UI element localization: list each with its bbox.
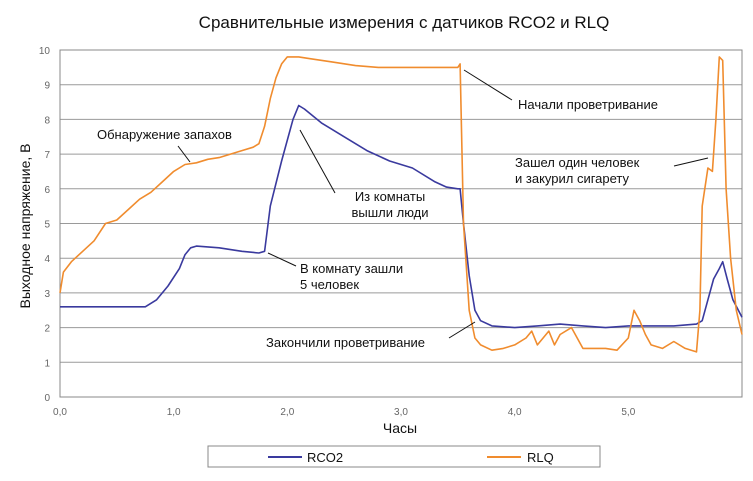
x-tick-labels: 0,0 1,0 2,0 3,0 4,0 5,0	[53, 407, 636, 418]
y-tick-label: 4	[44, 254, 50, 265]
y-tick-label: 6	[44, 185, 50, 196]
series-line-rco2	[60, 104, 743, 329]
y-tick-label: 10	[39, 46, 51, 57]
y-tick-label: 8	[44, 115, 50, 126]
annotation-leader	[673, 157, 709, 167]
annotation: Начали проветривание	[463, 69, 658, 112]
annotation-leader	[177, 145, 191, 163]
y-tick-label: 7	[44, 150, 50, 161]
y-tick-label: 5	[44, 220, 50, 231]
annotation: Закончили проветривание	[266, 321, 476, 350]
x-tick-label: 4,0	[508, 407, 522, 418]
annotation-text: и закурил сигарету	[515, 171, 630, 186]
x-tick-label: 0,0	[53, 407, 67, 418]
x-axis-label: Часы	[383, 420, 417, 436]
y-axis-label: Выходное напряжение, В	[17, 144, 33, 309]
legend-label: RCO2	[307, 450, 343, 465]
annotation-leader	[267, 252, 297, 267]
x-tick-label: 1,0	[167, 407, 181, 418]
series-lines	[59, 56, 743, 353]
legend-box	[207, 445, 601, 468]
y-tick-label: 3	[44, 289, 50, 300]
x-tick-label: 5,0	[621, 407, 635, 418]
y-tick-label: 0	[44, 393, 50, 404]
y-tick-label: 2	[44, 324, 50, 335]
y-tick-label: 1	[44, 358, 50, 369]
y-tick-labels: 0 1 2 3 4 5 6 7 8 9 10	[39, 46, 51, 404]
annotation-text: Зашел один человек	[515, 155, 640, 170]
annotation-text: Закончили проветривание	[266, 335, 425, 350]
legend: RCO2 RLQ	[207, 445, 601, 468]
annotation-text: вышли люди	[351, 205, 428, 220]
annotation-text: Обнаружение запахов	[97, 127, 232, 142]
annotation-text: В комнату зашли	[300, 261, 403, 276]
annotation-leader	[463, 69, 513, 101]
annotation-text: Из комнаты	[355, 189, 425, 204]
legend-label: RLQ	[527, 450, 554, 465]
chart-title: Сравнительные измерения с датчиков RCO2 …	[199, 13, 610, 32]
annotation-text: 5 человек	[300, 277, 359, 292]
annotation: Обнаружение запахов	[97, 127, 232, 163]
plot-frame	[59, 49, 743, 398]
y-tick-label: 9	[44, 81, 50, 92]
annotation-text: Начали проветривание	[518, 97, 658, 112]
annotation-leader	[448, 321, 476, 339]
x-tick-label: 2,0	[280, 407, 294, 418]
series-line-rlq	[59, 56, 743, 353]
annotation-leader	[299, 129, 336, 194]
x-tick-label: 3,0	[394, 407, 408, 418]
